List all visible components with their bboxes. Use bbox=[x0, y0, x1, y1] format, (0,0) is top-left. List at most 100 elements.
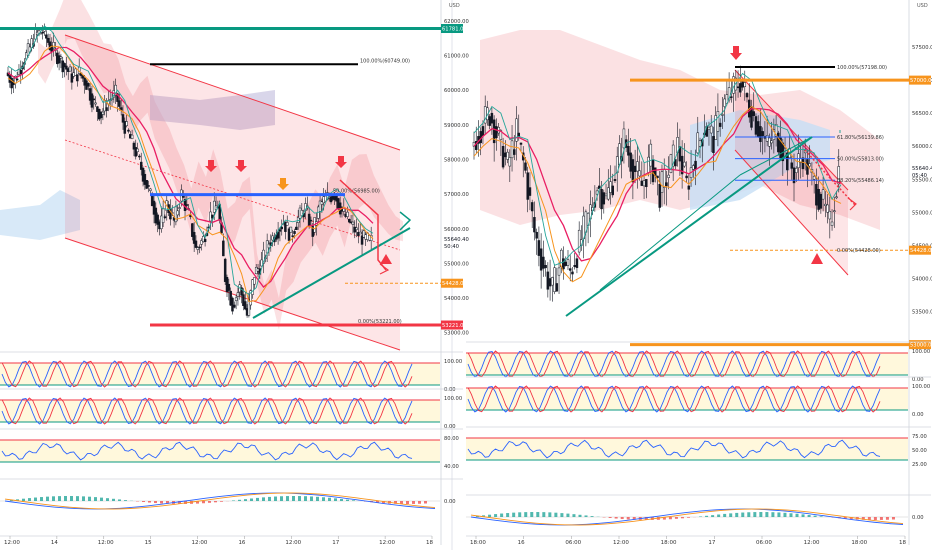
indicator-axis-label: 100.00 bbox=[912, 384, 930, 390]
macd-bar bbox=[238, 500, 241, 501]
candle-body bbox=[739, 83, 741, 92]
macd-bar bbox=[274, 497, 277, 501]
level-tag-label: 57000.00 bbox=[910, 78, 932, 84]
macd-bar bbox=[615, 517, 618, 519]
candle-body bbox=[601, 189, 603, 209]
price-tick-label: 61000.00 bbox=[444, 54, 469, 60]
macd-bar bbox=[52, 496, 55, 501]
candle-body bbox=[164, 217, 166, 218]
macd-bar bbox=[118, 499, 121, 501]
signal-arrow-icon bbox=[730, 46, 742, 60]
macd-bar bbox=[675, 517, 678, 519]
time-tick-label: 18:00 bbox=[661, 540, 677, 546]
price-tick-label: 53500.00 bbox=[912, 310, 932, 316]
indicator-axis-label: 100.00 bbox=[444, 359, 462, 365]
macd-bar bbox=[322, 497, 325, 501]
candle-body bbox=[533, 217, 535, 232]
level-tag-label: 61781.00 bbox=[442, 27, 467, 33]
macd-bar bbox=[316, 497, 319, 501]
time-tick-label: 12:00 bbox=[285, 540, 301, 546]
candle-body bbox=[244, 302, 246, 310]
candle-body bbox=[131, 135, 133, 139]
candle-body bbox=[186, 205, 188, 206]
macd-bar bbox=[418, 501, 421, 504]
time-tick-label: 15 bbox=[145, 540, 152, 546]
macd-bar bbox=[735, 513, 738, 517]
time-tick-label: 16 bbox=[238, 540, 245, 546]
candle-body bbox=[126, 122, 128, 126]
candle-body bbox=[744, 82, 746, 86]
candle-body bbox=[724, 99, 726, 107]
left-stochrsi-panel: 100.000.00 bbox=[0, 389, 463, 430]
candle-body bbox=[16, 79, 18, 80]
price-tick-label: 54000.00 bbox=[912, 276, 932, 282]
time-tick-label: 06:00 bbox=[756, 540, 772, 546]
candle-body bbox=[710, 126, 712, 133]
macd-bar bbox=[286, 496, 289, 501]
band-fill bbox=[0, 400, 440, 422]
left-stoch-panel: 100.000.00 bbox=[0, 352, 463, 393]
macd-bar bbox=[304, 496, 307, 501]
last-price-label: 55640.40 bbox=[444, 237, 469, 243]
candle-body bbox=[753, 112, 755, 116]
macd-bar bbox=[148, 501, 151, 503]
macd-bar bbox=[202, 501, 205, 503]
candle-body bbox=[697, 133, 699, 153]
macd-bar bbox=[783, 513, 786, 517]
candle-body bbox=[540, 249, 542, 271]
macd-bar bbox=[298, 496, 301, 501]
time-tick-label: 18:00 bbox=[851, 540, 867, 546]
candle-body bbox=[665, 183, 667, 186]
time-tick-label: 12:00 bbox=[613, 540, 629, 546]
macd-bar bbox=[500, 514, 503, 517]
candle-body bbox=[294, 231, 296, 233]
macd-bar bbox=[346, 500, 349, 501]
macd-bar bbox=[334, 498, 337, 501]
macd-bar bbox=[488, 515, 491, 517]
candle-body bbox=[737, 87, 739, 88]
candle-body bbox=[829, 211, 831, 219]
indicator-axis-label: 0.00 bbox=[912, 377, 924, 383]
price-tick-label: 59000.00 bbox=[444, 123, 469, 129]
candle-body bbox=[507, 152, 509, 159]
candle-body bbox=[759, 126, 761, 141]
candle-body bbox=[511, 141, 513, 158]
fib-label: 0.00%(54428.00) bbox=[837, 248, 881, 254]
candle-body bbox=[292, 236, 294, 237]
candle-body bbox=[20, 70, 22, 73]
candle-body bbox=[567, 260, 569, 266]
candle-body bbox=[836, 197, 838, 198]
level-tag-label: 53221.00 bbox=[442, 323, 467, 329]
macd-bar bbox=[34, 498, 37, 501]
candle-body bbox=[237, 293, 239, 297]
candle-body bbox=[228, 284, 230, 290]
candle-body bbox=[827, 205, 829, 212]
candle-body bbox=[643, 181, 645, 186]
candle-body bbox=[149, 189, 151, 191]
macd-bar bbox=[621, 517, 624, 519]
macd-bar bbox=[699, 516, 702, 517]
time-tick-label: 17 bbox=[332, 540, 339, 546]
candle-body bbox=[648, 157, 650, 173]
right-stochrsi-panel: 100.000.00 bbox=[466, 377, 931, 418]
fib-label: 100.00%(60749.00) bbox=[360, 58, 410, 64]
candle-body bbox=[551, 277, 553, 285]
candle-body bbox=[571, 272, 573, 274]
macd-bar bbox=[250, 499, 253, 501]
macd-bar bbox=[208, 501, 211, 503]
candle-body bbox=[504, 153, 506, 157]
candle-body bbox=[618, 144, 620, 165]
macd-bar bbox=[886, 517, 889, 520]
price-tick-label: 56500.00 bbox=[912, 111, 932, 117]
macd-bar bbox=[40, 497, 43, 501]
macd-bar bbox=[328, 498, 331, 501]
time-tick-label: 12:00 bbox=[192, 540, 208, 546]
candle-body bbox=[310, 220, 312, 221]
candle-body bbox=[614, 179, 616, 180]
candle-body bbox=[795, 168, 797, 172]
candle-body bbox=[719, 123, 721, 127]
fib-label: 0.00%(53221.00) bbox=[358, 319, 402, 325]
